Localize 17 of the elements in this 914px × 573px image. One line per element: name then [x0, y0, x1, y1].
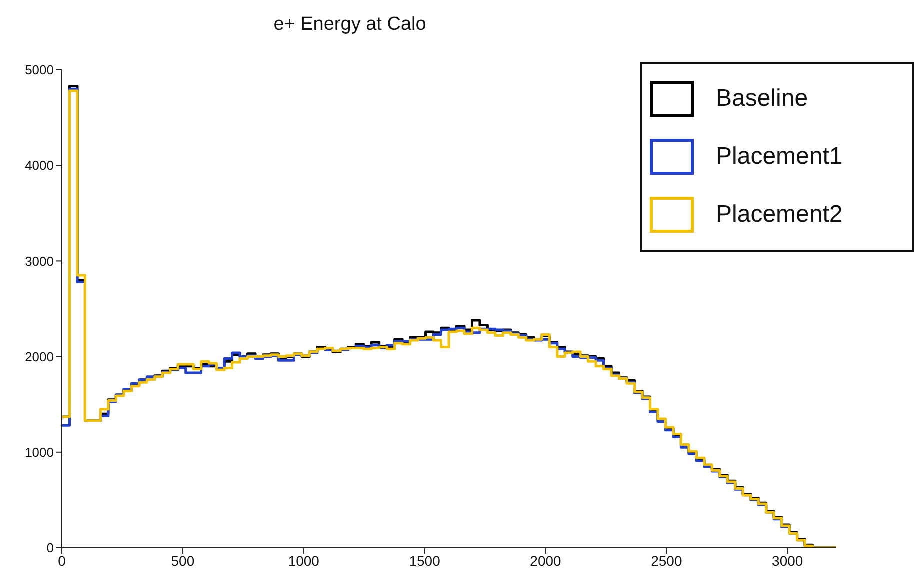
x-tick-label: 3000 [772, 552, 804, 569]
legend-label: Placement1 [716, 143, 843, 171]
y-tick-label: 2000 [25, 349, 54, 364]
legend-label: Baseline [716, 85, 808, 113]
legend-label: Placement2 [716, 201, 843, 229]
y-tick-label: 5000 [25, 62, 54, 78]
x-tick-label: 2000 [530, 552, 562, 569]
x-tick-label: 2500 [651, 552, 682, 569]
x-tick-label: 1500 [409, 552, 441, 569]
chart-title: e+ Energy at Calo [272, 14, 428, 36]
x-tick-label: 1000 [288, 552, 320, 569]
y-tick-label: 4000 [25, 158, 54, 174]
y-tick-label: 1000 [25, 445, 54, 460]
x-tick-label: 0 [58, 552, 66, 569]
x-tick-label: 500 [171, 552, 195, 569]
y-tick-label: 3000 [25, 254, 54, 269]
y-tick-label: 0 [46, 540, 54, 556]
